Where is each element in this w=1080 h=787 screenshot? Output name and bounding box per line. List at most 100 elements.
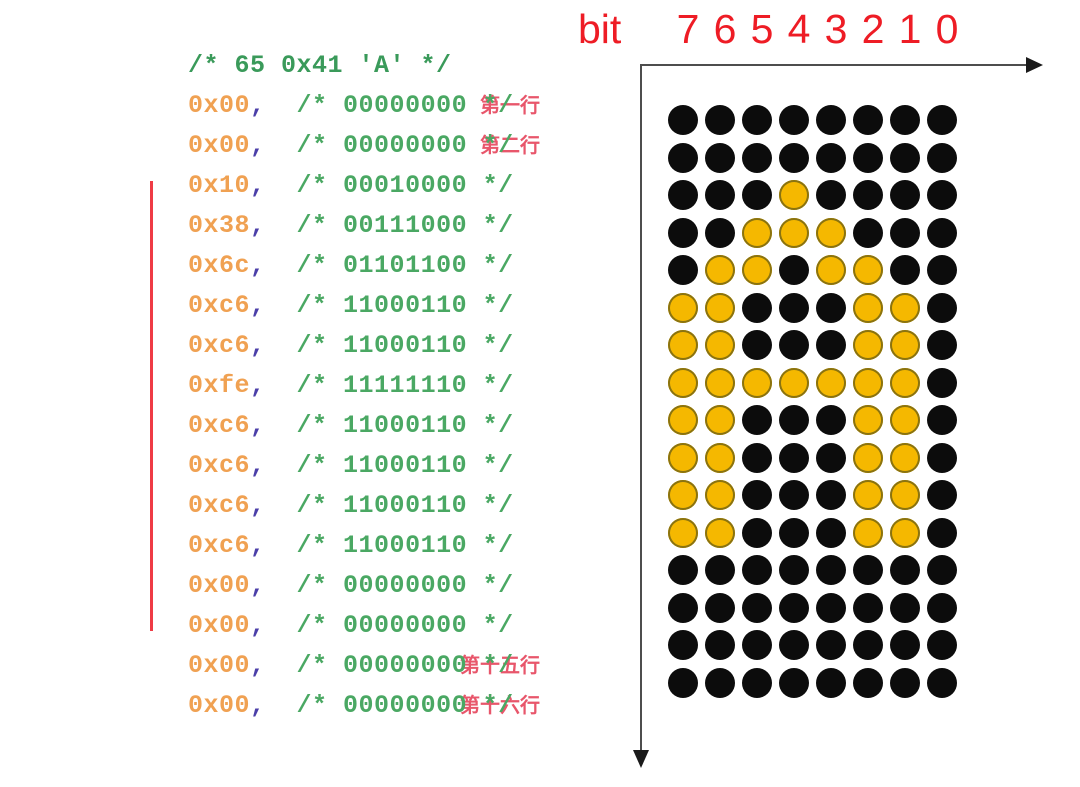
binary-comment: /* 00000000 */ (296, 611, 514, 640)
dot-lit (890, 442, 920, 473)
dot-lit (668, 292, 698, 323)
dot-unlit (816, 630, 846, 660)
code-listing-panel: /* 65 0x41 'A' */ 第一行 0x00, /* 00000000 *… (0, 51, 540, 720)
dot-unlit (779, 517, 809, 548)
code-space (266, 91, 297, 120)
code-line-annotation: 第十六行 (460, 695, 540, 717)
dot-unlit (742, 330, 772, 360)
code-space (266, 531, 297, 560)
binary-comment: /* 00000000 */ (296, 91, 514, 120)
dot-unlit (890, 630, 920, 660)
code-line-content: 0xc6, /* 11000110 */ (188, 326, 514, 366)
bit-number-label: 4 (787, 6, 811, 52)
code-line-content: 0xc6, /* 11000110 */ (188, 526, 514, 566)
code-line: 0xc6, /* 11000110 */ (0, 326, 540, 366)
dot-unlit (816, 517, 846, 548)
dot-unlit (927, 142, 957, 173)
dot-unlit (742, 142, 772, 173)
dot-lit (853, 292, 883, 323)
binary-comment: /* 11000110 */ (296, 491, 514, 520)
red-range-brace (150, 181, 153, 631)
binary-comment: /* 11000110 */ (296, 291, 514, 320)
code-line-content: 0x38, /* 00111000 */ (188, 206, 514, 246)
code-line-content: 0xc6, /* 11000110 */ (188, 486, 514, 526)
code-line: 第十五行 0x00, /* 00000000 */ (0, 646, 540, 686)
code-line-content: 0x6c, /* 01101100 */ (188, 246, 514, 286)
comma-separator: , (250, 331, 266, 360)
code-line-content: 0xc6, /* 11000110 */ (188, 286, 514, 326)
code-space (266, 451, 297, 480)
code-space (266, 131, 297, 160)
dot-lit (705, 367, 735, 398)
comma-separator: , (250, 451, 266, 480)
dot-lit (705, 517, 735, 548)
dot-unlit (890, 592, 920, 623)
code-line: 第二行 0x00, /* 00000000 */ (0, 126, 540, 166)
dot-unlit (779, 442, 809, 473)
dot-lit (779, 367, 809, 398)
comma-separator: , (250, 651, 266, 680)
code-line: 0xc6, /* 11000110 */ (0, 446, 540, 486)
dot-unlit (816, 405, 846, 435)
bit-number-label: 7 (676, 6, 700, 52)
dot-lit (853, 367, 883, 398)
comma-separator: , (250, 571, 266, 600)
bit-number-label: 5 (750, 6, 774, 52)
binary-comment: /* 11000110 */ (296, 531, 514, 560)
dot-unlit (890, 217, 920, 248)
code-line-content: 0x00, /* 00000000 */ (188, 606, 514, 646)
comma-separator: , (250, 211, 266, 240)
code-line-annotation: 第十五行 (460, 655, 540, 677)
dot-unlit (890, 105, 920, 135)
dot-unlit (705, 105, 735, 135)
bit-number-label: 3 (824, 6, 848, 52)
dot-lit (668, 330, 698, 360)
hex-literal: 0x00 (188, 131, 251, 160)
dot-unlit (705, 180, 735, 210)
hex-literal: 0xc6 (188, 491, 251, 520)
dot-unlit (890, 180, 920, 210)
hex-literal: 0x00 (188, 651, 251, 680)
code-space (266, 331, 297, 360)
comma-separator: , (250, 91, 266, 120)
dot-lit (853, 255, 883, 285)
comma-separator: , (250, 371, 266, 400)
dot-unlit (742, 442, 772, 473)
dot-unlit (742, 555, 772, 585)
dot-unlit (742, 292, 772, 323)
horizontal-axis-line (640, 64, 1030, 66)
horizontal-axis-arrow-icon (1026, 57, 1043, 73)
dot-lit (779, 217, 809, 248)
dot-lit (816, 367, 846, 398)
dot-unlit (779, 480, 809, 510)
dot-unlit (816, 592, 846, 623)
dot-unlit (890, 142, 920, 173)
code-line: 0x00, /* 00000000 */ (0, 566, 540, 606)
dot-unlit (668, 630, 698, 660)
dot-unlit (927, 217, 957, 248)
dot-lit (779, 180, 809, 210)
vertical-axis-line (640, 64, 642, 754)
comma-separator: , (250, 171, 266, 200)
dot-unlit (816, 442, 846, 473)
dot-unlit (779, 105, 809, 135)
dot-unlit (816, 480, 846, 510)
code-line-content: 0x00, /* 00000000 */ (188, 126, 514, 166)
code-line-content: 0xfe, /* 11111110 */ (188, 366, 514, 406)
dot-unlit (927, 442, 957, 473)
dot-lit (853, 330, 883, 360)
dot-unlit (779, 142, 809, 173)
dot-unlit (742, 105, 772, 135)
code-line-annotation: 第二行 (480, 135, 540, 157)
code-line-content: 0x10, /* 00010000 */ (188, 166, 514, 206)
code-line: 0x00, /* 00000000 */ (0, 606, 540, 646)
vertical-axis-arrow-icon (633, 750, 649, 768)
hex-literal: 0x00 (188, 91, 251, 120)
dot-unlit (816, 555, 846, 585)
dot-unlit (705, 555, 735, 585)
dot-lit (705, 255, 735, 285)
dot-unlit (927, 630, 957, 660)
dot-unlit (816, 142, 846, 173)
code-space (266, 411, 297, 440)
binary-comment: /* 00000000 */ (296, 571, 514, 600)
